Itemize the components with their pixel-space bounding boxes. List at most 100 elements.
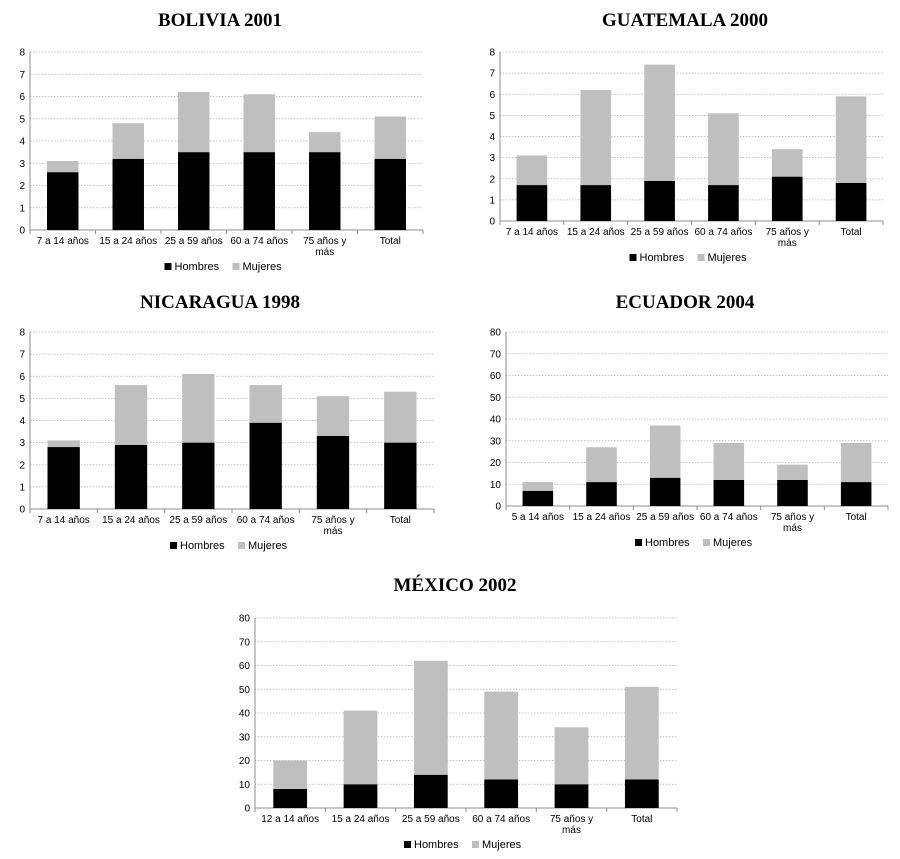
bar-mujeres xyxy=(484,691,519,780)
bar-hombres xyxy=(554,784,589,808)
y-tick-label: 10 xyxy=(239,780,251,791)
bar-hombres xyxy=(114,444,148,509)
x-tick-label: Total xyxy=(390,515,411,526)
y-tick-label: 4 xyxy=(489,132,495,143)
y-tick-label: 5 xyxy=(19,394,25,405)
y-tick-label: 7 xyxy=(19,70,25,81)
legend-swatch-mujeres xyxy=(697,254,705,261)
chart-panel-ecuador: ECUADOR 2004 0 10 20 30 40 50 60 70 80 5 a 14 año… xyxy=(470,292,900,562)
bar-hombres xyxy=(649,477,681,506)
x-tick-label: 7 a 14 años xyxy=(506,227,558,238)
bar-mujeres xyxy=(47,440,80,448)
bar-hombres xyxy=(708,185,739,221)
bar-mujeres xyxy=(273,760,308,789)
legend-swatch-hombres xyxy=(404,841,411,848)
x-tick-label: 75 años y xyxy=(771,512,814,523)
chart-panel-nicaragua: NICARAGUA 1998 0 1 2 3 4 5 6 7 8 7 a 14 años 15 a … xyxy=(0,292,440,562)
bar-mujeres xyxy=(516,155,548,186)
bar-mujeres xyxy=(777,464,808,480)
bar-hombres xyxy=(374,158,406,230)
bar-mujeres xyxy=(708,113,739,186)
x-tick-label: 15 a 24 años xyxy=(567,227,625,238)
bar-mujeres xyxy=(580,90,612,186)
x-tick-label: Total xyxy=(846,512,867,523)
y-tick-label: 30 xyxy=(239,732,251,743)
legend-swatch-hombres xyxy=(170,542,177,549)
bar-hombres xyxy=(249,422,282,509)
y-tick-label: 0 xyxy=(489,217,495,228)
chart-panel-guatemala: GUATEMALA 2000 0 1 2 3 4 5 6 7 8 7 a 14 años 15 a … xyxy=(470,10,900,280)
bar-mujeres xyxy=(840,442,872,483)
y-tick-label: 6 xyxy=(19,92,25,103)
y-tick-label: 3 xyxy=(489,153,495,164)
y-tick-label: 30 xyxy=(490,436,502,447)
y-tick-label: 20 xyxy=(490,458,502,469)
bar-mujeres xyxy=(309,132,341,153)
x-tick-label: 12 a 14 años xyxy=(261,814,319,825)
chart-title: BOLIVIA 2001 xyxy=(157,10,283,31)
bar-hombres xyxy=(835,182,867,221)
bar-mujeres xyxy=(644,64,675,181)
chart-panel-bolivia: BOLIVIA 2001 0 1 2 3 4 5 6 7 8 7 a 14 años 15 a 24… xyxy=(0,10,440,280)
x-tick-label: Total xyxy=(841,227,862,238)
x-tick-label: 15 a 24 años xyxy=(573,512,631,523)
y-tick-label: 0 xyxy=(244,804,250,815)
y-tick-label: 40 xyxy=(239,709,251,720)
legend-swatch-hombres xyxy=(629,254,637,261)
x-tick-label: 60 a 74 años xyxy=(230,236,288,247)
y-tick-label: 8 xyxy=(19,48,25,59)
y-tick-label: 20 xyxy=(239,756,251,767)
legend-swatch-hombres xyxy=(164,263,172,270)
y-tick-label: 70 xyxy=(490,349,502,360)
bar-mujeres xyxy=(586,447,617,483)
x-tick-label: más xyxy=(783,523,802,534)
x-tick-label: 7 a 14 años xyxy=(37,236,89,247)
bar-hombres xyxy=(343,784,378,808)
bar-mujeres xyxy=(112,123,144,159)
bar-mujeres xyxy=(554,727,589,785)
x-tick-label: 25 a 59 años xyxy=(169,515,227,526)
x-tick-label: 25 a 59 años xyxy=(631,227,689,238)
y-tick-label: 2 xyxy=(19,460,25,471)
y-tick-label: 6 xyxy=(19,372,25,383)
y-tick-label: 7 xyxy=(19,350,25,361)
y-tick-label: 7 xyxy=(489,69,495,80)
y-tick-label: 60 xyxy=(239,661,251,672)
x-tick-label: 75 años y xyxy=(550,814,593,825)
bar-mujeres xyxy=(522,482,554,491)
y-tick-label: 3 xyxy=(19,438,25,449)
legend-label-hombres: Hombres xyxy=(414,839,459,851)
legend-label-hombres: Hombres xyxy=(180,540,225,552)
bar-hombres xyxy=(316,435,350,509)
x-tick-label: 25 a 59 años xyxy=(636,512,694,523)
y-tick-label: 6 xyxy=(489,90,495,101)
bar-mujeres xyxy=(771,149,803,177)
legend-swatch-mujeres xyxy=(703,539,710,546)
x-tick-label: 25 a 59 años xyxy=(402,814,460,825)
x-tick-label: 15 a 24 años xyxy=(102,515,160,526)
bar-hombres xyxy=(309,152,341,230)
y-tick-label: 5 xyxy=(19,114,25,125)
bar-hombres xyxy=(713,479,745,506)
x-tick-label: 75 años y xyxy=(766,227,809,238)
chart-title: GUATEMALA 2000 xyxy=(602,10,768,31)
x-tick-label: más xyxy=(562,825,581,836)
bar-mujeres xyxy=(182,374,215,443)
bar-mujeres xyxy=(713,442,745,480)
bar-hombres xyxy=(112,158,144,230)
bar-hombres xyxy=(580,185,612,221)
y-tick-label: 1 xyxy=(19,203,25,214)
legend-label-mujeres: Mujeres xyxy=(708,252,748,264)
y-tick-label: 50 xyxy=(490,393,502,404)
bar-mujeres xyxy=(624,686,659,780)
x-tick-label: más xyxy=(324,526,343,537)
bar-hombres xyxy=(182,442,215,509)
bar-hombres xyxy=(47,172,79,230)
bar-mujeres xyxy=(249,385,282,423)
chart-title: NICARAGUA 1998 xyxy=(140,292,300,313)
bar-hombres xyxy=(771,176,803,221)
y-tick-label: 8 xyxy=(489,48,495,59)
y-tick-label: 70 xyxy=(239,637,251,648)
x-tick-label: Total xyxy=(380,236,401,247)
y-tick-label: 50 xyxy=(239,685,251,696)
